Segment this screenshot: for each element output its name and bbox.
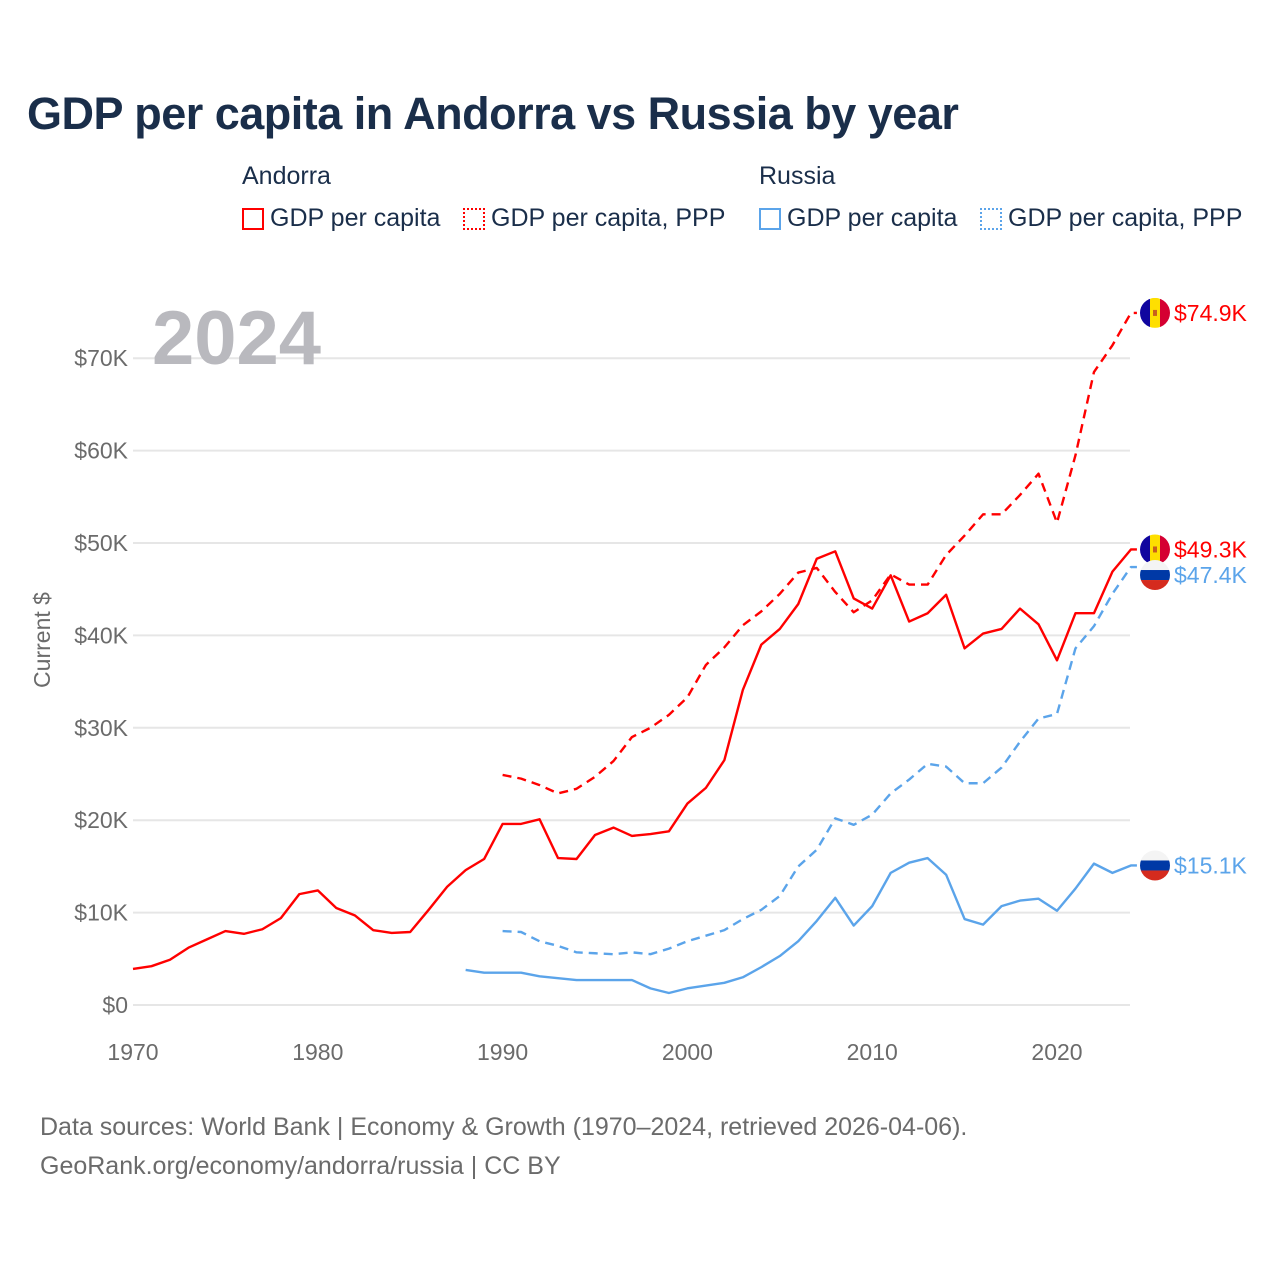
source-link[interactable]: GeoRank.org/economy/andorra/russia | CC … (40, 1152, 561, 1180)
flag-russia-icon (1140, 560, 1170, 591)
y-axis-label: Current $ (29, 592, 55, 688)
source-line: Data sources: World Bank | Economy & Gro… (40, 1113, 968, 1141)
flag-stripe (1140, 297, 1150, 328)
flag-stripe (1140, 860, 1170, 871)
legend-group-label: Russia (759, 162, 836, 190)
x-tick-label: 1990 (477, 1039, 528, 1065)
legend-swatch (759, 207, 781, 230)
series-line-andorra-gdp-per-capita (132, 548, 1137, 971)
flag-stripe (1140, 580, 1170, 591)
year-label: 2024 (152, 296, 322, 381)
legend-label: GDP per capita (270, 204, 441, 232)
y-tick-label: $40K (74, 622, 128, 648)
legend-item-russia-gdp[interactable]: GDP per capita (759, 204, 957, 233)
end-value-label: $47.4K (1174, 562, 1248, 588)
series-line-russia-gdp-per-capita (465, 856, 1137, 995)
legend-group-russia: Russia GDP per capita GDP per capita, PP… (759, 162, 1242, 232)
legend-swatch (463, 207, 485, 230)
end-value-label: $49.3K (1174, 536, 1248, 562)
flag-stripe (1140, 850, 1170, 861)
flag-emblem (1153, 309, 1157, 316)
legend-swatch (242, 207, 264, 230)
x-tick-label: 2000 (662, 1039, 713, 1065)
legend-item-russia-ppp[interactable]: GDP per capita, PPP (980, 204, 1242, 233)
y-tick-label: $50K (74, 530, 128, 556)
flag-stripe (1140, 560, 1170, 571)
x-tick-label: 1970 (107, 1039, 158, 1065)
legend-group-andorra: Andorra GDP per capita GDP per capita, P… (242, 162, 725, 232)
y-tick-label: $30K (74, 715, 128, 741)
end-value-label: $15.1K (1174, 852, 1248, 878)
legend-label: GDP per capita, PPP (1008, 204, 1243, 232)
y-tick-label: $0 (102, 992, 128, 1018)
legend-label: GDP per capita (787, 204, 958, 232)
y-tick-label: $70K (74, 345, 128, 371)
end-value-label: $74.9K (1174, 300, 1248, 326)
legend-group-label: Andorra (242, 162, 331, 190)
flag-russia-icon (1140, 850, 1170, 881)
series-line-russia-gdp-per-capita-ppp (502, 565, 1137, 956)
x-tick-label: 2020 (1031, 1039, 1082, 1065)
legend-swatch (980, 207, 1002, 230)
flag-stripe (1160, 297, 1170, 328)
legend-label: GDP per capita, PPP (491, 204, 726, 232)
y-tick-label: $20K (74, 807, 128, 833)
chart-title: GDP per capita in Andorra vs Russia by y… (27, 88, 959, 139)
y-tick-label: $60K (74, 438, 128, 464)
x-tick-label: 2010 (847, 1039, 898, 1065)
series-line-andorra-gdp-per-capita-ppp (502, 311, 1137, 795)
flag-stripe (1160, 534, 1170, 565)
legend-item-andorra-ppp[interactable]: GDP per capita, PPP (463, 204, 725, 233)
flag-stripe (1140, 534, 1150, 565)
source-note: Data sources: World Bank | Economy & Gro… (40, 1108, 967, 1186)
y-tick-label: $10K (74, 900, 128, 926)
flag-body (1140, 560, 1170, 591)
flag-body (1140, 534, 1170, 565)
flag-stripe (1140, 870, 1170, 881)
flag-emblem (1153, 546, 1157, 553)
flag-stripe (1140, 570, 1170, 581)
flag-andorra-icon (1140, 534, 1170, 565)
flag-body (1140, 297, 1170, 328)
x-tick-label: 1980 (292, 1039, 343, 1065)
flag-body (1140, 850, 1170, 881)
legend-item-andorra-gdp[interactable]: GDP per capita (242, 204, 440, 233)
flag-andorra-icon (1140, 297, 1170, 328)
